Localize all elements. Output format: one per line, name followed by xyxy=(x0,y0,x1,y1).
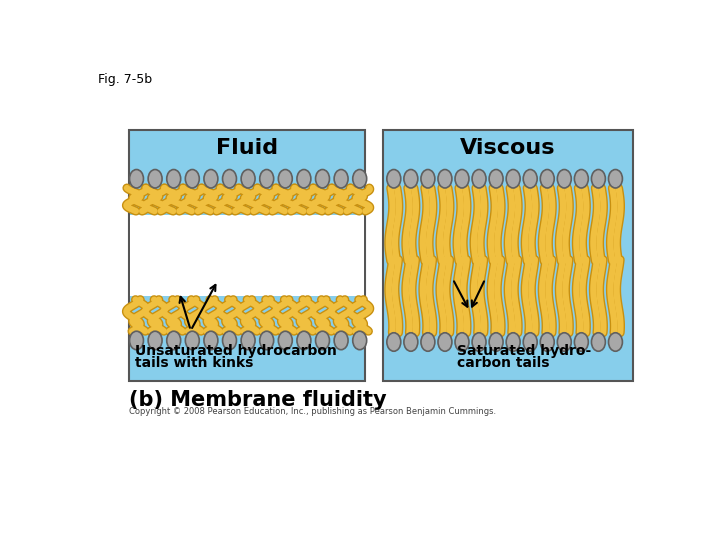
Ellipse shape xyxy=(222,170,236,188)
Ellipse shape xyxy=(506,170,520,188)
Ellipse shape xyxy=(489,333,503,351)
Ellipse shape xyxy=(167,170,181,188)
Ellipse shape xyxy=(472,170,486,188)
Ellipse shape xyxy=(591,170,606,188)
Ellipse shape xyxy=(523,333,537,351)
Ellipse shape xyxy=(438,333,452,351)
Ellipse shape xyxy=(608,170,622,188)
Ellipse shape xyxy=(334,331,348,350)
Ellipse shape xyxy=(421,170,435,188)
Ellipse shape xyxy=(222,331,236,350)
Text: tails with kinks: tails with kinks xyxy=(135,356,253,370)
Ellipse shape xyxy=(130,170,143,188)
Ellipse shape xyxy=(455,170,469,188)
Text: Fluid: Fluid xyxy=(216,138,278,158)
Ellipse shape xyxy=(472,333,486,351)
Ellipse shape xyxy=(241,331,255,350)
Ellipse shape xyxy=(404,170,418,188)
Ellipse shape xyxy=(455,333,469,351)
Ellipse shape xyxy=(591,333,606,351)
Text: Copyright © 2008 Pearson Education, Inc., publishing as Pearson Benjamin Cumming: Copyright © 2008 Pearson Education, Inc.… xyxy=(129,408,496,416)
Ellipse shape xyxy=(185,331,199,350)
Ellipse shape xyxy=(489,170,503,188)
Bar xyxy=(383,130,632,381)
Ellipse shape xyxy=(557,170,571,188)
Ellipse shape xyxy=(130,331,143,350)
Ellipse shape xyxy=(148,170,162,188)
Ellipse shape xyxy=(523,170,537,188)
Ellipse shape xyxy=(353,170,366,188)
Ellipse shape xyxy=(315,331,330,350)
Text: Fig. 7-5b: Fig. 7-5b xyxy=(98,72,152,85)
Text: Unsaturated hydrocarbon: Unsaturated hydrocarbon xyxy=(135,344,337,358)
Ellipse shape xyxy=(387,170,401,188)
Ellipse shape xyxy=(315,170,330,188)
Ellipse shape xyxy=(334,170,348,188)
Bar xyxy=(129,130,365,381)
Text: Viscous: Viscous xyxy=(460,138,555,158)
Text: (b) Membrane fluidity: (b) Membrane fluidity xyxy=(129,390,387,410)
Ellipse shape xyxy=(575,170,588,188)
Ellipse shape xyxy=(353,331,366,350)
Ellipse shape xyxy=(540,333,554,351)
Ellipse shape xyxy=(297,331,311,350)
Ellipse shape xyxy=(297,170,311,188)
Ellipse shape xyxy=(421,333,435,351)
Text: carbon tails: carbon tails xyxy=(456,356,549,370)
Ellipse shape xyxy=(404,333,418,351)
Ellipse shape xyxy=(438,170,452,188)
Bar xyxy=(130,215,364,296)
Ellipse shape xyxy=(608,333,622,351)
Text: Saturated hydro-: Saturated hydro- xyxy=(456,344,591,358)
Ellipse shape xyxy=(204,170,218,188)
Ellipse shape xyxy=(167,331,181,350)
Ellipse shape xyxy=(260,331,274,350)
Ellipse shape xyxy=(260,170,274,188)
Ellipse shape xyxy=(185,170,199,188)
Ellipse shape xyxy=(540,170,554,188)
Ellipse shape xyxy=(148,331,162,350)
Ellipse shape xyxy=(279,170,292,188)
Ellipse shape xyxy=(506,333,520,351)
Ellipse shape xyxy=(279,331,292,350)
Ellipse shape xyxy=(387,333,401,351)
Ellipse shape xyxy=(575,333,588,351)
Ellipse shape xyxy=(557,333,571,351)
Ellipse shape xyxy=(204,331,218,350)
Ellipse shape xyxy=(241,170,255,188)
